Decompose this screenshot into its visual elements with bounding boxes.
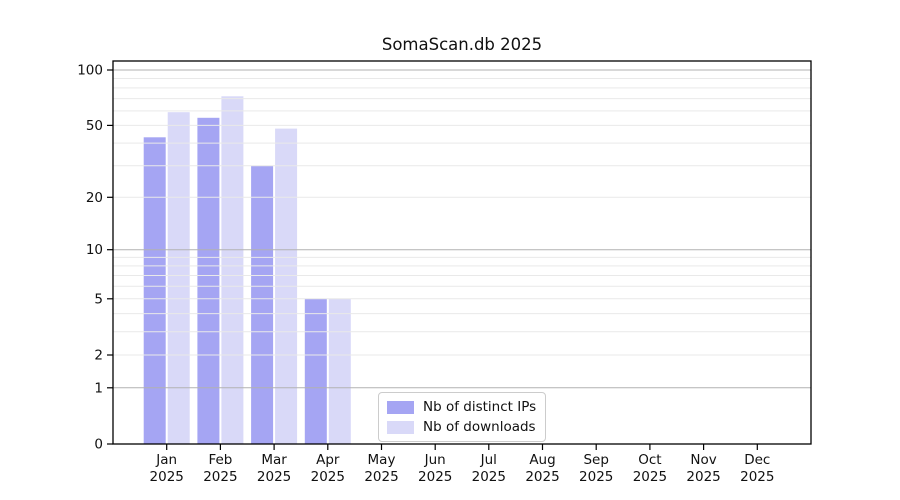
x-tick-label-month: Jun [424, 452, 446, 468]
legend-swatch-distinct-ips-icon [387, 400, 414, 414]
y-tick-label: 50 [86, 118, 103, 134]
x-tick-label-year: 2025 [203, 469, 237, 485]
x-tick-label-month: Jan [155, 452, 177, 468]
bar-distinct-ips [197, 117, 220, 445]
bar-distinct-ips [304, 298, 327, 444]
legend-label-downloads: Nb of downloads [423, 419, 536, 435]
y-tick-label: 5 [94, 291, 103, 307]
x-tick-label-year: 2025 [579, 469, 613, 485]
bar-distinct-ips [143, 137, 166, 445]
y-tick-label: 0 [94, 437, 103, 453]
chart-title: SomaScan.db 2025 [381, 35, 543, 54]
x-tick-label-year: 2025 [472, 469, 506, 485]
x-tick-label-month: Mar [261, 452, 287, 468]
x-tick-label-month: Oct [638, 452, 661, 468]
x-tick-label-month: May [368, 452, 396, 468]
x-tick-label-year: 2025 [525, 469, 559, 485]
y-tick-label: 2 [94, 348, 103, 364]
y-tick-label: 10 [86, 242, 103, 258]
bar-distinct-ips [251, 165, 274, 444]
x-tick-label-month: Apr [316, 452, 340, 468]
x-tick-label-year: 2025 [686, 469, 720, 485]
x-tick-label-year: 2025 [257, 469, 291, 485]
x-tick-label-year: 2025 [150, 469, 184, 485]
legend-label-distinct-ips: Nb of distinct IPs [423, 399, 537, 415]
x-tick-label-year: 2025 [364, 469, 398, 485]
legend: Nb of distinct IPs Nb of downloads [378, 392, 546, 442]
x-tick-label-month: Dec [744, 452, 770, 468]
x-tick-label-month: Nov [690, 452, 716, 468]
bar-downloads [328, 298, 351, 444]
legend-entry-distinct-ips: Nb of distinct IPs [387, 399, 536, 415]
legend-swatch-downloads-icon [387, 420, 414, 434]
x-tick-label-month: Feb [208, 452, 232, 468]
y-tick-label: 20 [86, 190, 103, 206]
x-tick-label-year: 2025 [633, 469, 667, 485]
x-tick-label-month: Aug [529, 452, 555, 468]
x-tick-label-month: Sep [583, 452, 608, 468]
y-tick-label: 100 [77, 63, 103, 79]
x-tick-label-year: 2025 [418, 469, 452, 485]
x-tick-label-year: 2025 [740, 469, 774, 485]
x-tick-label-year: 2025 [311, 469, 345, 485]
bar-downloads [221, 96, 244, 445]
y-tick-label: 1 [94, 380, 103, 396]
legend-entry-downloads: Nb of downloads [387, 419, 536, 435]
plot-border [112, 60, 812, 445]
bar-downloads [167, 112, 190, 444]
x-tick-label-month: Jul [480, 452, 497, 468]
